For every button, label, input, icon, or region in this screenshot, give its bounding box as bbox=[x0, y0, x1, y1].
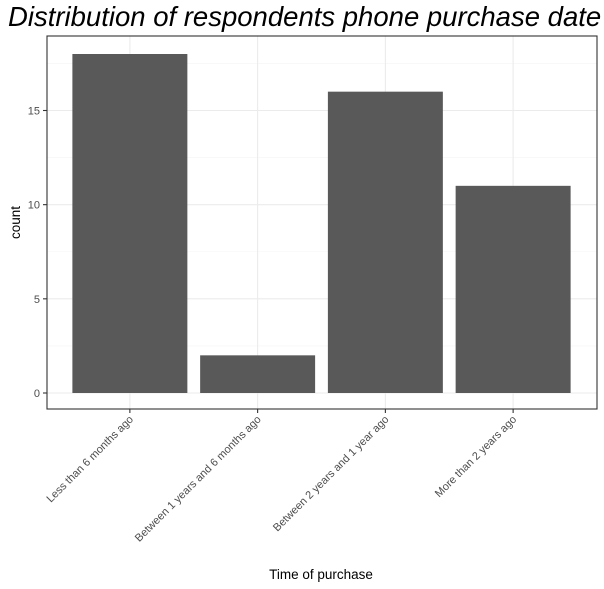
y-axis-ticks: 0 5 10 15 bbox=[28, 106, 47, 400]
y-axis-label: count bbox=[8, 206, 23, 239]
y-tick-label: 0 bbox=[34, 388, 40, 400]
y-tick-label: 15 bbox=[28, 106, 40, 118]
x-tick-label: Less than 6 months ago bbox=[44, 414, 136, 506]
chart-title: Distribution of respondents phone purcha… bbox=[8, 1, 602, 32]
y-tick-label: 10 bbox=[28, 200, 40, 212]
x-axis-label: Time of purchase bbox=[269, 567, 373, 582]
bar bbox=[200, 355, 316, 393]
bar bbox=[455, 185, 571, 393]
x-tick-label: Between 2 years and 1 year ago bbox=[271, 414, 391, 534]
panel-border bbox=[46, 35, 598, 410]
bar bbox=[72, 54, 188, 393]
bar bbox=[327, 91, 443, 394]
bars bbox=[72, 54, 571, 394]
x-tick-label: More than 2 years ago bbox=[433, 414, 519, 500]
y-tick-label: 5 bbox=[34, 294, 40, 306]
x-tick-label: Between 1 years and 6 months ago bbox=[133, 414, 264, 545]
